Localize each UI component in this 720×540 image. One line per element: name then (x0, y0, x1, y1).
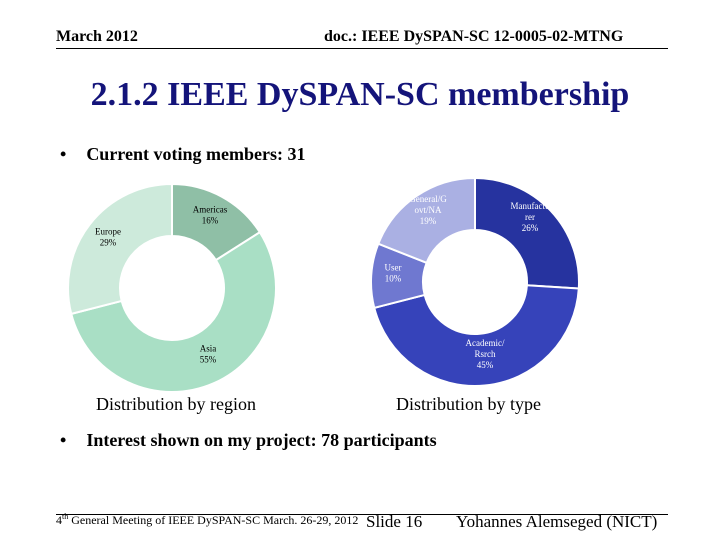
footer-meeting: 4th General Meeting of IEEE DySPAN-SC Ma… (56, 512, 358, 528)
footer-meeting-num: 4 (56, 513, 62, 527)
region-chart-caption: Distribution by region (96, 394, 256, 414)
bullet-marker: • (60, 144, 67, 164)
footer-meeting-sup: th (62, 512, 69, 521)
slice-label-americas: Americas 16% (193, 205, 228, 226)
slice-label-asia: Asia 55% (200, 344, 217, 365)
slide-title: 2.1.2 IEEE DySPAN-SC membership (90, 76, 630, 113)
bullet-voting-members: • Current voting members: 31 (60, 144, 305, 165)
donut-slice-europe (67, 182, 173, 316)
bullet-interest-text: Interest shown on my project: 78 partici… (86, 430, 437, 450)
header-doc-id: doc.: IEEE DySPAN-SC 12-0005-02-MTNG (324, 28, 624, 45)
header-date: March 2012 (56, 28, 138, 45)
header-divider (56, 48, 668, 49)
slice-label-europe: Europe 29% (95, 227, 121, 248)
footer-meeting-text: General Meeting of IEEE DySPAN-SC March.… (71, 513, 359, 527)
slice-label-manufactu-rer: Manufactu rer 26% (511, 201, 550, 233)
donut-slice-asia (70, 230, 277, 393)
bullet-voting-text: Current voting members: 31 (86, 144, 306, 164)
bullet-marker: • (60, 430, 67, 450)
footer-author: Yohannes Alemseged (NICT) (456, 512, 658, 531)
donut-slice-academic-rsrch (373, 284, 580, 387)
type-chart-caption: Distribution by type (396, 394, 541, 414)
footer-divider (56, 514, 668, 515)
donut-slice-manufactu-rer (474, 176, 580, 290)
footer-slide-number: Slide 16 (366, 512, 423, 531)
slice-label-academic-rsrch: Academic/Rsrch 45% (466, 338, 505, 370)
slice-label-general-g-ovt-na: General/G ovt/NA 19% (409, 194, 447, 226)
donut-slice-general-g-ovt-na (377, 176, 476, 265)
slice-label-user: User 10% (385, 263, 402, 284)
bullet-interest: • Interest shown on my project: 78 parti… (60, 430, 437, 451)
